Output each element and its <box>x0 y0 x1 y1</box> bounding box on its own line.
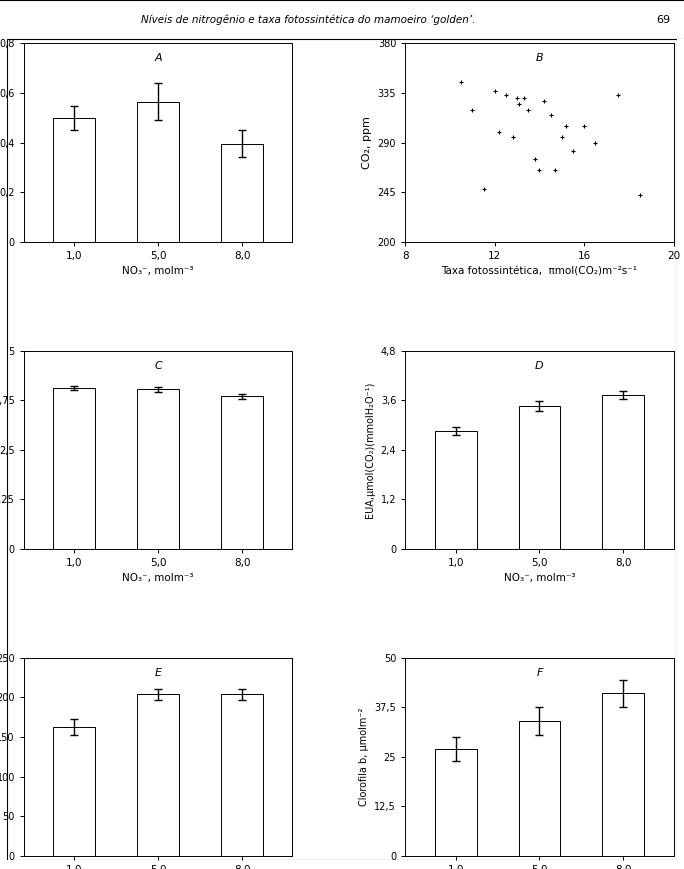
Point <box>518 91 529 105</box>
Bar <box>137 389 179 549</box>
Text: B: B <box>536 53 543 63</box>
Point <box>478 182 489 196</box>
Bar <box>434 431 477 549</box>
Point <box>635 189 646 202</box>
Point <box>523 103 534 116</box>
Point <box>534 163 545 177</box>
Text: C: C <box>155 361 162 370</box>
Bar <box>434 749 477 856</box>
Bar <box>53 388 95 549</box>
Bar <box>603 693 644 856</box>
Text: D: D <box>535 361 544 370</box>
Bar <box>53 726 95 856</box>
Point <box>590 136 601 149</box>
X-axis label: NO₃⁻, molm⁻³: NO₃⁻, molm⁻³ <box>503 574 575 583</box>
Bar <box>137 102 179 242</box>
Point <box>545 108 556 122</box>
Text: 69: 69 <box>656 15 670 24</box>
Bar <box>221 143 263 242</box>
Y-axis label: Clorofila b, μmolm⁻²: Clorofila b, μmolm⁻² <box>359 707 369 806</box>
Bar <box>603 395 644 549</box>
Point <box>538 94 549 108</box>
Point <box>550 163 561 177</box>
Bar <box>221 694 263 856</box>
Point <box>579 119 590 133</box>
X-axis label: Taxa fotossintética,  πmol(CO₂)m⁻²s⁻¹: Taxa fotossintética, πmol(CO₂)m⁻²s⁻¹ <box>441 266 637 276</box>
Y-axis label: EUA,μmol(CO₂)(mmolH₂O⁻¹): EUA,μmol(CO₂)(mmolH₂O⁻¹) <box>365 381 375 518</box>
Point <box>456 75 466 89</box>
Text: E: E <box>155 667 161 678</box>
Point <box>514 97 525 111</box>
Point <box>568 144 579 158</box>
Point <box>467 103 478 116</box>
Point <box>556 130 567 144</box>
Y-axis label: CO₂, ppm: CO₂, ppm <box>362 116 372 169</box>
Point <box>494 124 505 138</box>
Point <box>501 89 512 103</box>
Bar <box>518 721 560 856</box>
Text: A: A <box>155 53 162 63</box>
Bar <box>221 396 263 549</box>
Point <box>507 130 518 144</box>
Point <box>529 152 540 166</box>
Bar <box>53 118 95 242</box>
Point <box>612 89 623 103</box>
Point <box>489 83 500 97</box>
Text: Níveis de nitrogênio e taxa fotossintética do mamoeiro ‘golden’.: Níveis de nitrogênio e taxa fotossintéti… <box>141 14 475 25</box>
X-axis label: NO₃⁻, molm⁻³: NO₃⁻, molm⁻³ <box>122 574 194 583</box>
Bar <box>518 407 560 549</box>
Point <box>561 119 572 133</box>
Text: F: F <box>536 667 542 678</box>
Bar <box>137 694 179 856</box>
Point <box>512 91 523 105</box>
X-axis label: NO₃⁻, molm⁻³: NO₃⁻, molm⁻³ <box>122 266 194 276</box>
